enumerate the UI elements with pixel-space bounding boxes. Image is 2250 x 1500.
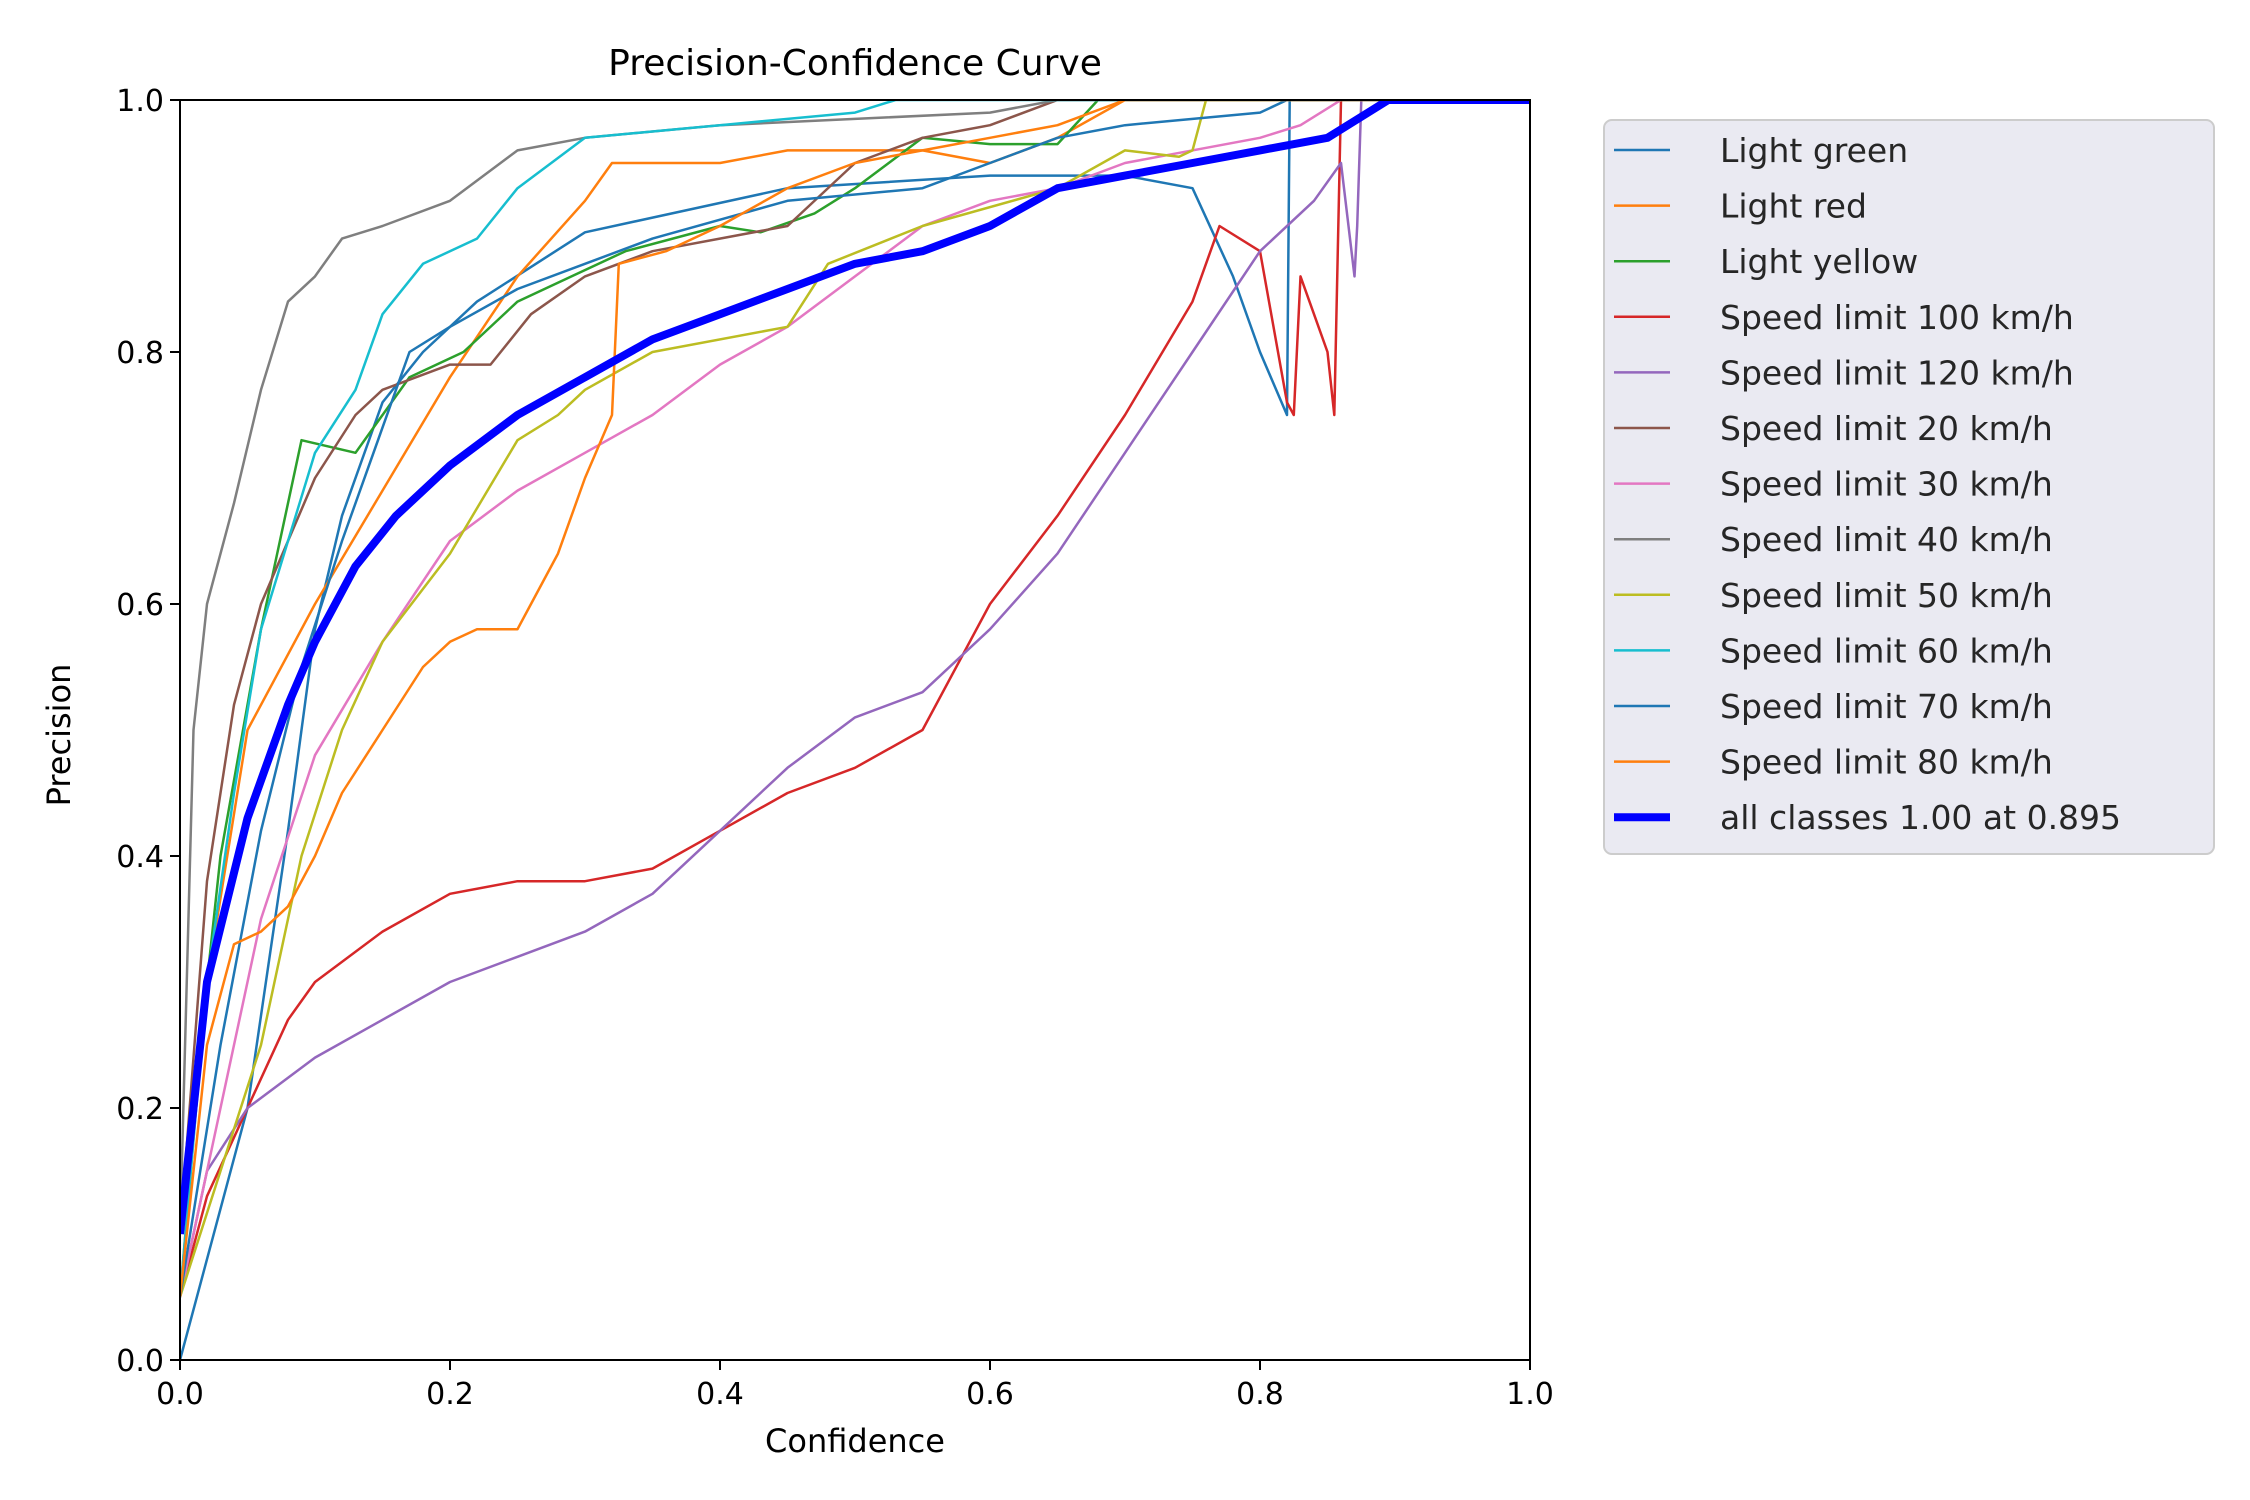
legend-label: Speed limit 60 km/h [1720, 631, 2053, 670]
legend: Light green Light red Light yellow Speed li… [1603, 119, 2215, 855]
legend-label: Speed limit 120 km/h [1720, 353, 2074, 392]
series-line-0 [180, 100, 1530, 1360]
legend-box [1603, 119, 2215, 855]
x-tick-label: 1.0 [1506, 1377, 1554, 1412]
series-line-12 [180, 100, 1530, 1235]
x-tick-label: 0.8 [1236, 1377, 1284, 1412]
legend-label: Speed limit 20 km/h [1720, 409, 2053, 448]
series-line-2 [180, 100, 1530, 1235]
x-tick-label: 0.0 [156, 1377, 204, 1412]
series-line-5 [180, 100, 1530, 1235]
legend-label: Light red [1720, 187, 1867, 226]
series-line-6 [180, 100, 1530, 1298]
y-tick-label: 0.4 [116, 840, 164, 875]
x-tick-label: 0.4 [696, 1377, 744, 1412]
series-line-3 [180, 100, 1530, 1298]
y-tick-label: 0.2 [116, 1092, 164, 1127]
plot-frame [179, 99, 1531, 1361]
series-line-4 [180, 100, 1530, 1298]
legend-label: Speed limit 30 km/h [1720, 465, 2053, 504]
legend-label: Speed limit 40 km/h [1720, 520, 2053, 559]
y-tick-label: 1.0 [116, 84, 164, 119]
y-tick-label: 0.6 [116, 588, 164, 623]
chart-title: Precision-Confidence Curve [608, 43, 1102, 84]
y-axis-label: Precision [40, 664, 78, 807]
legend-label: Speed limit 70 km/h [1720, 687, 2053, 726]
y-tick-label: 0.0 [116, 1344, 164, 1379]
series-line-11 [180, 100, 1530, 1298]
series-line-9 [180, 100, 1530, 1298]
x-tick-label: 0.6 [966, 1377, 1014, 1412]
legend-label: Light green [1720, 131, 1908, 170]
series-layer [180, 100, 1530, 1360]
legend-label: Speed limit 80 km/h [1720, 743, 2053, 782]
ticks-layer: 0.0 0.2 0.4 0.6 0.8 1.0 0.0 0.2 0.4 0.6 0.8 1.0 [116, 84, 1554, 1412]
legend-label: Speed limit 50 km/h [1720, 576, 2053, 615]
legend-label: Light yellow [1720, 242, 1918, 281]
series-line-8 [180, 100, 1530, 1298]
legend-label: Speed limit 100 km/h [1720, 298, 2074, 337]
series-line-7 [180, 100, 1530, 1235]
x-axis-label: Confidence [765, 1422, 945, 1460]
legend-label: all classes 1.00 at 0.895 [1720, 798, 2121, 837]
x-tick-label: 0.2 [426, 1377, 474, 1412]
y-tick-label: 0.8 [116, 336, 164, 371]
